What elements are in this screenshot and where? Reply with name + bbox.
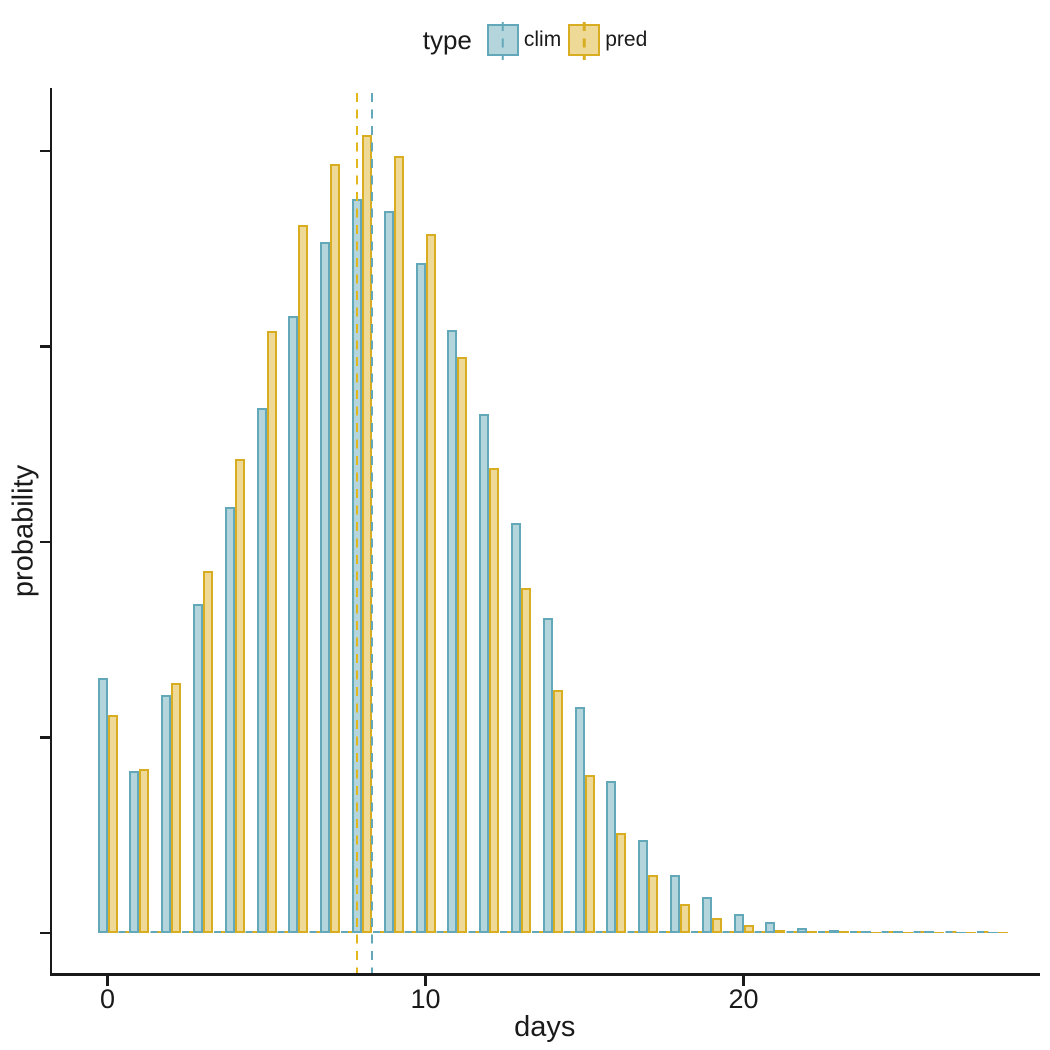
bar-clim-day-10 <box>415 262 426 933</box>
bar-clim-day-22 <box>797 927 808 933</box>
bar-clim-day-16 <box>606 781 617 933</box>
bar-clim-day-26 <box>924 931 935 933</box>
bar-pred-day-19 <box>711 918 722 933</box>
y-axis-tick <box>39 540 50 544</box>
bar-clim-day-23 <box>828 929 839 933</box>
bar-pred-day-13 <box>520 588 531 933</box>
bar-pred-day-6 <box>298 225 309 933</box>
bar-pred-day-10 <box>425 233 436 933</box>
legend-item-clim: clim <box>486 22 562 60</box>
x-axis-line <box>49 973 1040 976</box>
x-tick-label: 10 <box>410 983 441 1014</box>
bar-clim-day-20 <box>733 914 744 933</box>
bar-pred-day-5 <box>266 330 277 933</box>
bar-pred-day-18 <box>679 904 690 933</box>
bar-pred-day-14 <box>552 689 563 933</box>
bar-pred-day-21 <box>775 929 786 933</box>
bar-clim-day-21 <box>765 922 776 933</box>
bar-pred-day-28 <box>997 931 1008 933</box>
bar-clim-day-9 <box>383 211 394 933</box>
bar-clim-day-11 <box>447 330 458 933</box>
legend-key-pred-dash-icon <box>582 22 586 60</box>
x-axis-title: days <box>514 1011 576 1043</box>
bar-pred-day-24 <box>870 931 881 933</box>
bar-pred-day-16 <box>616 832 627 933</box>
bar-clim-day-6 <box>288 316 299 933</box>
bar-clim-day-14 <box>542 617 553 933</box>
legend-item-pred: pred <box>568 22 648 60</box>
bar-clim-day-19 <box>701 897 712 933</box>
y-axis-tick <box>39 149 50 153</box>
y-axis-tick <box>39 736 50 739</box>
bar-pred-day-27 <box>966 931 977 933</box>
x-axis-tick <box>742 975 745 986</box>
bar-pred-day-3 <box>202 570 213 933</box>
bar-clim-day-7 <box>320 242 331 933</box>
mean-line-pred <box>355 93 359 973</box>
bar-clim-day-17 <box>638 839 649 933</box>
bar-clim-day-18 <box>669 875 680 933</box>
bar-pred-day-1 <box>139 768 150 933</box>
legend-label-pred: pred <box>605 28 648 51</box>
bar-pred-day-12 <box>489 467 500 933</box>
bar-pred-day-25 <box>902 931 913 933</box>
bar-pred-day-9 <box>393 156 404 933</box>
bar-clim-day-5 <box>256 408 267 933</box>
x-tick-label: 20 <box>728 983 759 1014</box>
bar-clim-day-24 <box>860 930 871 933</box>
y-axis-tick <box>39 931 50 935</box>
y-axis-tick <box>39 345 50 348</box>
legend: type clim pred <box>0 22 1050 60</box>
y-axis-title: probability <box>7 464 40 597</box>
x-axis-tick <box>106 975 109 986</box>
bar-pred-day-22 <box>807 930 818 933</box>
bar-pred-day-0 <box>107 714 118 933</box>
bar-clim-day-2 <box>161 695 172 933</box>
legend-title: type <box>422 24 472 55</box>
mean-line-clim <box>370 93 374 973</box>
legend-key-pred-icon <box>568 22 601 60</box>
bar-pred-day-15 <box>584 775 595 933</box>
y-axis-line <box>49 88 52 976</box>
bar-pred-day-7 <box>330 164 341 933</box>
bar-clim-day-1 <box>129 771 140 933</box>
bar-clim-day-27 <box>956 931 967 933</box>
bar-clim-day-13 <box>510 523 521 933</box>
bar-pred-day-26 <box>934 931 945 933</box>
bar-pred-day-11 <box>457 356 468 933</box>
bar-pred-day-23 <box>838 931 849 933</box>
x-tick-label: 0 <box>99 983 116 1014</box>
bar-clim-day-4 <box>224 506 235 933</box>
bar-clim-day-0 <box>97 678 108 933</box>
legend-key-clim-dash-icon <box>501 22 505 60</box>
bar-clim-day-25 <box>892 931 903 933</box>
bar-pred-day-2 <box>171 682 182 933</box>
legend-label-clim: clim <box>523 28 562 51</box>
legend-key-clim-icon <box>486 22 519 60</box>
bar-clim-day-15 <box>574 707 585 933</box>
bar-pred-day-4 <box>234 459 245 933</box>
x-axis-tick <box>424 975 427 986</box>
bar-clim-day-3 <box>192 603 203 933</box>
bar-pred-day-20 <box>743 925 754 933</box>
bar-clim-day-12 <box>479 413 490 933</box>
bar-clim-day-28 <box>987 931 998 933</box>
bar-pred-day-17 <box>648 875 659 933</box>
